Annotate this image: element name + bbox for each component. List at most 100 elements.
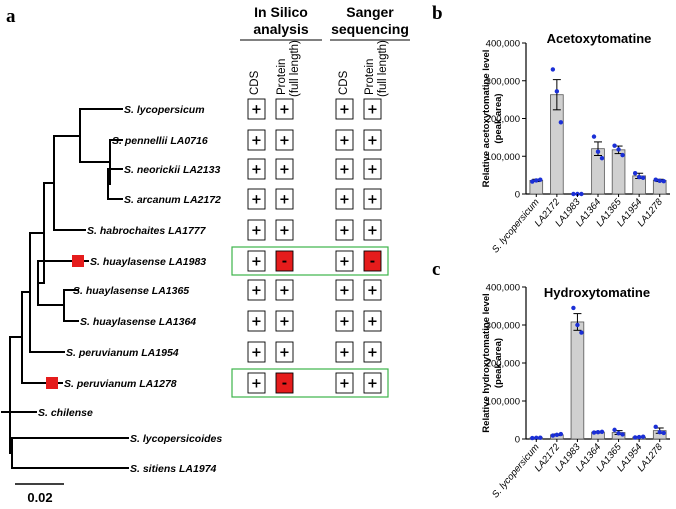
- sanger-header-line2: sequencing: [331, 21, 409, 37]
- data-point: [616, 147, 621, 152]
- chart-b: b Acetoxytomatine Relative acetoxytomatine…: [432, 3, 670, 255]
- cell-symbol: +: [279, 346, 290, 361]
- cell-positive: [275, 341, 294, 363]
- insilico-header-line1: In Silico: [254, 4, 308, 20]
- y-tick-label: 200,000: [486, 359, 520, 370]
- cell-positive: [275, 158, 294, 180]
- species-label: S. chilense: [38, 407, 93, 419]
- data-point: [534, 435, 539, 441]
- cell-symbol: +: [367, 346, 378, 361]
- data-point: [575, 322, 580, 328]
- cell-positive: [335, 250, 354, 272]
- data-point: [534, 178, 539, 183]
- cell-positive: [275, 310, 294, 332]
- data-point: [550, 433, 556, 438]
- data-point: [550, 67, 556, 72]
- y-tick-label: 300,000: [486, 321, 520, 332]
- cell-positive: [335, 188, 354, 210]
- species-label: S. peruvianum LA1278: [64, 378, 177, 390]
- cell-symbol: -: [282, 377, 287, 392]
- cell-symbol: +: [339, 346, 350, 361]
- data-point: [591, 430, 597, 435]
- cell-symbol: +: [339, 255, 350, 270]
- data-point: [640, 175, 646, 180]
- cell-positive: [247, 98, 266, 120]
- cell-negative: [275, 250, 294, 272]
- cell-positive: [247, 250, 266, 272]
- species-marker: [72, 255, 84, 267]
- cell-positive: [363, 341, 382, 363]
- data-point: [538, 435, 543, 440]
- data-point: [530, 179, 535, 184]
- panel-letter: c: [432, 259, 440, 280]
- cell-symbol: +: [367, 224, 378, 239]
- cell-symbol: +: [367, 134, 378, 149]
- col-header-insilico-protein-2: (full length): [289, 40, 301, 97]
- data-point: [579, 330, 584, 335]
- cell-positive: [363, 98, 382, 120]
- y-axis-label: Relative hydroxytomatine level: [481, 293, 492, 432]
- panel-letter: b: [432, 3, 443, 24]
- data-point: [657, 429, 662, 435]
- species-label: S. habrochaites LA1777: [87, 225, 207, 237]
- cell-symbol: +: [251, 224, 262, 239]
- y-tick-label: 0: [515, 435, 520, 446]
- species-label: S. pennellii LA0716: [112, 135, 208, 147]
- cell-symbol: +: [339, 193, 350, 208]
- col-header-sanger-protein-1: Protein: [364, 59, 376, 95]
- cell-positive: [363, 279, 382, 301]
- cell-symbol: +: [279, 315, 290, 330]
- cell-positive: [247, 219, 266, 241]
- cell-symbol: +: [339, 134, 350, 149]
- cell-symbol: +: [339, 315, 350, 330]
- cell-positive: [247, 129, 266, 151]
- cell-symbol: -: [282, 255, 287, 270]
- data-point: [554, 89, 560, 94]
- cell-symbol: +: [279, 193, 290, 208]
- col-header-sanger-protein-2: (full length): [377, 40, 389, 97]
- data-point: [579, 191, 584, 197]
- cell-symbol: +: [367, 284, 378, 299]
- cell-positive: [335, 310, 354, 332]
- cell-symbol: +: [279, 284, 290, 299]
- y-axis-label: Relative acetoxytomatine level: [481, 50, 492, 188]
- species-marker: [46, 377, 58, 389]
- cell-symbol: +: [279, 163, 290, 178]
- species-label: S. lycopersicum: [124, 104, 205, 116]
- cell-symbol: +: [367, 103, 378, 118]
- sanger-header-line1: Sanger: [346, 4, 394, 20]
- data-point: [530, 435, 535, 441]
- cell-positive: [275, 279, 294, 301]
- cell-symbol: +: [251, 284, 262, 299]
- data-point: [661, 430, 666, 436]
- bar: [570, 321, 585, 440]
- chart-c: c Hydroxytomatine Relative hydroxytomatine…: [432, 259, 670, 500]
- cell-negative: [275, 372, 294, 394]
- data-point: [661, 178, 666, 184]
- data-point: [612, 427, 617, 433]
- data-point: [612, 143, 617, 148]
- cell-positive: [275, 188, 294, 210]
- phylogenetic-tree: [1, 108, 129, 469]
- cell-positive: [247, 310, 266, 332]
- col-header-insilico-protein-1: Protein: [276, 59, 288, 95]
- cell-positive: [247, 372, 266, 394]
- y-tick-label: 300,000: [486, 76, 520, 87]
- y-axis-label-unit: (peak area): [493, 93, 504, 143]
- cell-positive: [275, 129, 294, 151]
- y-tick-label: 0: [515, 190, 520, 201]
- species-label: S. peruvianum LA1954: [66, 347, 179, 359]
- cell-positive: [275, 219, 294, 241]
- data-point: [538, 177, 543, 182]
- cell-positive: [363, 310, 382, 332]
- data-point: [653, 177, 658, 182]
- data-point: [640, 434, 646, 439]
- cell-symbol: +: [367, 193, 378, 208]
- cell-positive: [247, 188, 266, 210]
- cell-symbol: +: [367, 163, 378, 178]
- cell-positive: [335, 158, 354, 180]
- species-label: S. huaylasense LA1364: [80, 316, 196, 328]
- data-point: [636, 174, 642, 180]
- data-point: [599, 155, 605, 161]
